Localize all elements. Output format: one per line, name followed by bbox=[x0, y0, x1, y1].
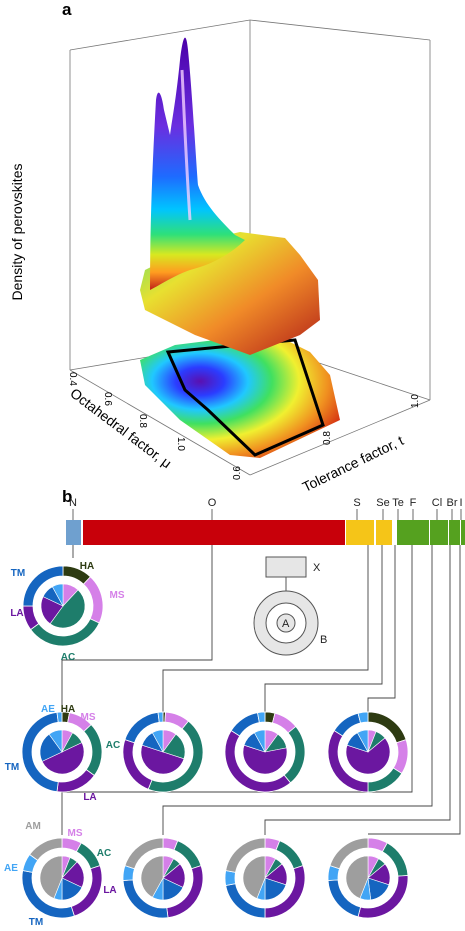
class-label-tm: TM bbox=[29, 917, 43, 928]
b-site-label: B bbox=[320, 634, 327, 646]
class-label-ha: HA bbox=[80, 561, 94, 572]
element-segment-f bbox=[397, 520, 429, 545]
outer-ring-tm bbox=[22, 565, 64, 607]
outer-ring-ae bbox=[157, 711, 164, 723]
outer-ring-ae bbox=[56, 711, 63, 723]
inner-pie-am bbox=[345, 855, 369, 899]
class-label-ac: AC bbox=[106, 740, 120, 751]
class-label-ms: MS bbox=[110, 590, 125, 601]
inner-pie-am bbox=[140, 855, 164, 898]
element-label-te: Te bbox=[392, 497, 404, 509]
element-label-s: S bbox=[353, 497, 360, 509]
element-label-f: F bbox=[410, 497, 417, 509]
outer-ring-am bbox=[29, 837, 63, 861]
element-segment-br bbox=[449, 520, 460, 545]
x-axis-ticks: 0.4 0.6 0.8 1.0 bbox=[67, 372, 186, 451]
element-label-i: I bbox=[459, 497, 462, 509]
element-label-se: Se bbox=[376, 497, 389, 509]
site-legend-schematic: X A B bbox=[253, 556, 327, 656]
class-label-ac: AC bbox=[61, 652, 75, 663]
outer-ring-ms bbox=[392, 739, 409, 774]
outer-ring-am bbox=[329, 837, 369, 870]
class-label-am: AM bbox=[25, 821, 41, 832]
outer-ring-ac bbox=[83, 724, 103, 777]
donut-n bbox=[22, 565, 104, 647]
outer-ring-ae bbox=[224, 870, 236, 886]
density-heatmap-projection bbox=[140, 340, 340, 458]
donut-o bbox=[21, 711, 103, 793]
element-segment-n bbox=[66, 520, 81, 545]
inner-pie-ac bbox=[49, 589, 86, 629]
x-tick-label: 0.8 bbox=[137, 414, 148, 428]
donut-s bbox=[122, 711, 204, 793]
inner-pie-am bbox=[39, 855, 63, 899]
class-label-la: LA bbox=[83, 792, 96, 803]
inner-pie-la bbox=[242, 744, 288, 775]
inner-pie-ae bbox=[356, 729, 369, 753]
y-tick-label: 1.0 bbox=[410, 394, 421, 408]
y-tick-label: 0.6 bbox=[232, 466, 243, 480]
x-tick-label: 1.0 bbox=[175, 437, 186, 451]
anion-element-bar: N O S Se Te F Cl Br I bbox=[66, 497, 465, 545]
element-segment-se bbox=[376, 520, 392, 545]
y-axis-ticks: 0.6 0.8 1.0 bbox=[232, 394, 421, 480]
donut-i bbox=[327, 837, 409, 919]
inner-pie-la bbox=[41, 742, 85, 775]
element-label-o: O bbox=[208, 497, 217, 509]
class-label-tm: TM bbox=[11, 568, 25, 579]
connector-lines bbox=[61, 545, 461, 835]
outer-ring-ae bbox=[257, 711, 266, 723]
element-segment-o bbox=[83, 520, 345, 545]
z-axis-title: Density of perovskites bbox=[9, 164, 25, 301]
element-segment-cl bbox=[430, 520, 448, 545]
outer-ring-ac bbox=[283, 725, 306, 784]
panel-b-label: b bbox=[62, 487, 72, 506]
outer-ring-ms bbox=[82, 576, 104, 624]
class-label-ha: HA bbox=[61, 704, 75, 715]
x-tick-label: 0.6 bbox=[102, 392, 113, 406]
inner-pie-ae bbox=[51, 583, 64, 607]
inner-pie-ae bbox=[253, 729, 266, 753]
class-label-ae: AE bbox=[41, 704, 55, 715]
outer-ring-am bbox=[124, 837, 164, 870]
inner-pie-la bbox=[345, 737, 391, 775]
class-label-ae: AE bbox=[4, 863, 18, 874]
outer-ring-am bbox=[225, 837, 266, 873]
donut-cl bbox=[122, 837, 204, 919]
donut-charts: HA MS AC LA TM AE HA MS AC LA TM AM MS AC LA TM AE bbox=[4, 561, 409, 928]
element-segment-s bbox=[346, 520, 374, 545]
class-label-la: LA bbox=[10, 608, 23, 619]
element-label-n: N bbox=[69, 497, 77, 509]
a-site-label: A bbox=[282, 618, 290, 630]
y-tick-label: 0.8 bbox=[322, 431, 333, 445]
donut-br bbox=[224, 837, 306, 919]
donut-te bbox=[327, 711, 409, 793]
class-label-la: LA bbox=[103, 885, 116, 896]
x-tick-label: 0.4 bbox=[67, 372, 78, 386]
density-surface-ridge-highlight bbox=[180, 69, 192, 221]
stability-boundary-outline bbox=[165, 338, 325, 457]
outer-ring-tm bbox=[333, 712, 362, 737]
inner-pie-am bbox=[242, 855, 266, 899]
donut-f bbox=[21, 837, 103, 919]
element-label-cl: Cl bbox=[432, 497, 442, 509]
x-site-label: X bbox=[313, 562, 321, 574]
y-axis-title: Tolerance factor, t bbox=[300, 432, 406, 495]
donut-se bbox=[224, 711, 306, 793]
class-label-tm: TM bbox=[5, 762, 19, 773]
element-label-br: Br bbox=[447, 497, 458, 509]
x-site-box bbox=[265, 556, 307, 578]
density-surface-peaks bbox=[150, 37, 245, 290]
inner-pie-la bbox=[140, 744, 185, 775]
class-label-ms: MS bbox=[81, 712, 96, 723]
inner-pie-ae bbox=[151, 729, 164, 753]
element-segment-i bbox=[461, 520, 465, 545]
class-label-ac: AC bbox=[97, 848, 111, 859]
outer-ring-ae bbox=[357, 711, 369, 724]
panel-a-label: a bbox=[62, 0, 72, 19]
inner-pie-ae bbox=[48, 729, 63, 753]
class-label-ms: MS bbox=[68, 828, 83, 839]
